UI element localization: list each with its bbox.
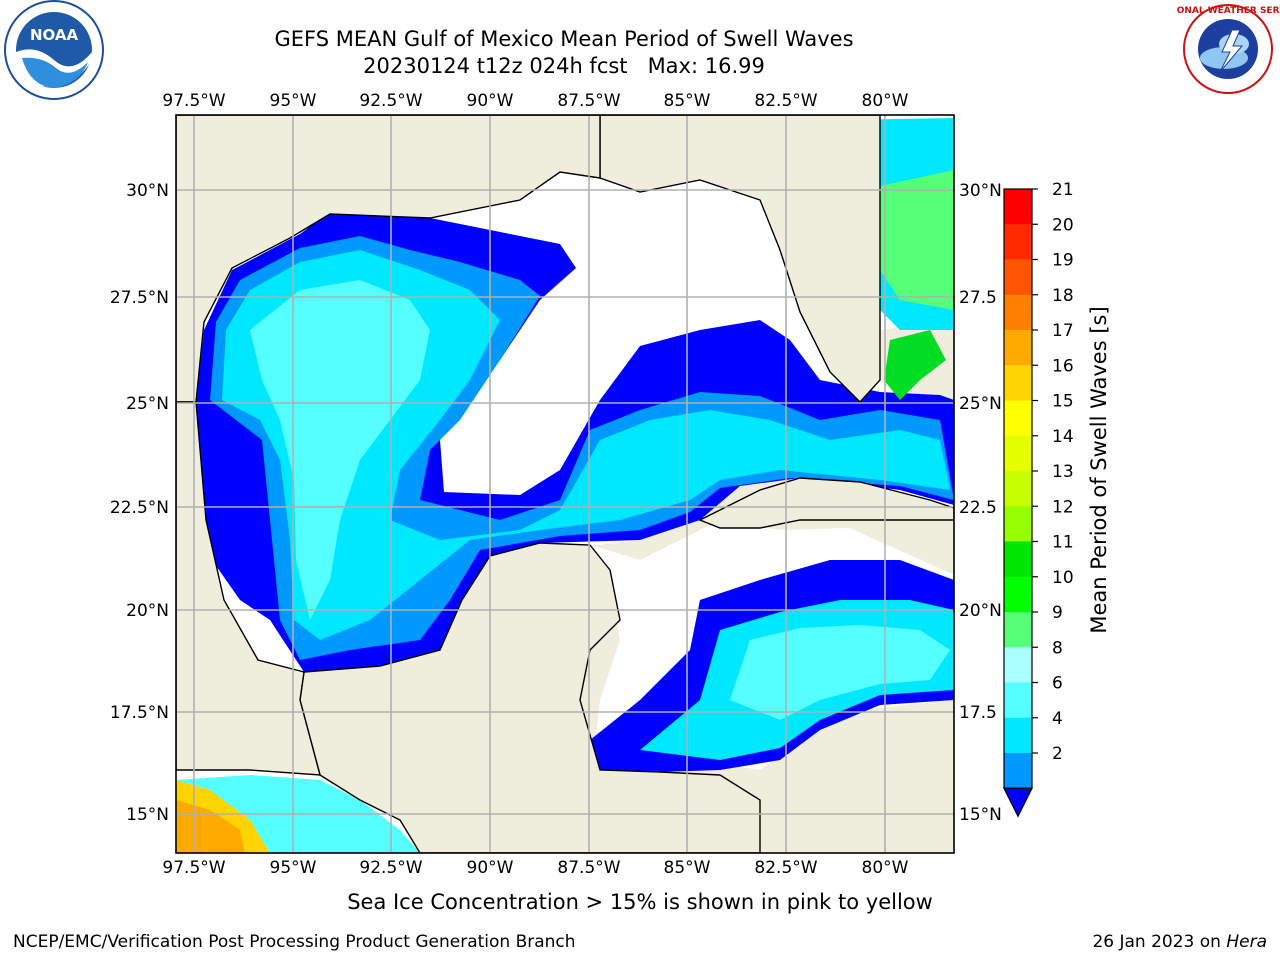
caribbean-band-8s <box>730 625 950 720</box>
lon-label: 92.5°W <box>359 91 422 111</box>
colorbar-tick-label: 16 <box>1052 356 1074 376</box>
colorbar-swatch <box>1004 189 1032 225</box>
colorbar-swatch <box>1004 647 1032 683</box>
lat-label: 27.5°N <box>110 288 169 308</box>
lon-label: 90°W <box>467 91 514 111</box>
lat-label: 20°N <box>126 601 169 621</box>
colorbar-tick-label: 13 <box>1052 462 1074 482</box>
lon-label: 97.5°W <box>162 91 225 111</box>
lat-labels-left: 30°N 27.5°N 25°N 22.5°N 20°N 17.5°N 15°N <box>110 181 169 825</box>
colorbar-tick-label: 11 <box>1052 533 1074 553</box>
noaa-logo: NOAA <box>4 0 104 100</box>
colorbar-swatch <box>1004 224 1032 260</box>
lon-label: 80°W <box>862 858 909 878</box>
colorbar-tick-label: 18 <box>1052 286 1074 306</box>
nws-logo: NATIONAL WEATHER SERVICE <box>1176 4 1280 94</box>
lon-label: 80°W <box>862 91 909 111</box>
colorbar-tick-label: 19 <box>1052 251 1074 271</box>
lon-label: 90°W <box>467 858 514 878</box>
florida-land <box>599 115 881 404</box>
colorbar-swatch <box>1004 753 1032 789</box>
nws-logo-text: NATIONAL WEATHER SERVICE <box>1176 6 1280 16</box>
lat-label: 25°N <box>959 394 1002 414</box>
colorbar-tick-label: 10 <box>1052 568 1074 588</box>
lat-label: 17.5 <box>959 703 997 723</box>
lon-label: 97.5°W <box>162 858 225 878</box>
chart-subtitle: 20230124 t12z 024h fcst Max: 16.99 <box>363 54 765 78</box>
lat-label: 20°N <box>959 601 1002 621</box>
colorbar-swatch <box>1004 259 1032 296</box>
lat-label: 15°N <box>126 805 169 825</box>
lat-label: 15°N <box>959 805 1002 825</box>
mexico-west-land <box>176 401 321 776</box>
lon-labels-top: 97.5°W 95°W 92.5°W 90°W 87.5°W 85°W 82.5… <box>162 91 908 111</box>
lon-label: 95°W <box>270 858 317 878</box>
colorbar-tick-label: 12 <box>1052 497 1074 517</box>
lat-label: 22.5 <box>959 498 997 518</box>
colorbar-tick-label: 21 <box>1052 180 1074 200</box>
colorbar-swatch <box>1004 717 1032 754</box>
lon-label: 82.5°W <box>754 91 817 111</box>
colorbar-tick-label: 8 <box>1052 638 1063 658</box>
swell-band-8s <box>250 280 430 620</box>
colorbar-tick-label: 2 <box>1052 744 1063 764</box>
bahamas-band-10s <box>884 330 946 400</box>
lon-label: 87.5°W <box>557 91 620 111</box>
colorbar-frame <box>1003 188 1033 789</box>
colorbar-extend-triangle <box>1003 787 1033 818</box>
credit-line: NCEP/EMC/Verification Post Processing Pr… <box>13 932 576 952</box>
date-stamp: 26 Jan 2023 on Hera <box>1092 932 1267 952</box>
colorbar-swatch <box>1004 682 1032 719</box>
stamp-machine: Hera <box>1226 932 1267 952</box>
map-plot-area <box>176 115 954 853</box>
colorbar-swatch <box>1004 400 1032 437</box>
colorbar-label: Mean Period of Swell Waves [s] <box>1087 306 1111 633</box>
lat-label: 30°N <box>959 181 1002 201</box>
lon-label: 95°W <box>270 91 317 111</box>
noaa-logo-text: NOAA <box>30 26 79 44</box>
colorbar-tick-label: 6 <box>1052 674 1063 694</box>
lon-label: 85°W <box>664 858 711 878</box>
lon-label: 85°W <box>664 91 711 111</box>
colorbar: 21 20 19 18 17 16 15 14 13 12 11 10 9 8 6 4 2 <box>1003 180 1074 818</box>
colorbar-swatch <box>1004 541 1032 578</box>
cuba-land <box>698 477 954 529</box>
sea-ice-note: Sea Ice Concentration > 15% is shown in … <box>347 890 933 914</box>
colorbar-tick-label: 20 <box>1052 215 1074 235</box>
colorbar-swatch <box>1004 365 1032 401</box>
lat-label: 27.5 <box>959 288 997 308</box>
lon-labels-bottom: 97.5°W 95°W 92.5°W 90°W 87.5°W 85°W 82.5… <box>162 858 908 878</box>
colorbar-swatch <box>1004 612 1032 648</box>
colorbar-swatch <box>1004 294 1032 331</box>
lat-label: 30°N <box>126 181 169 201</box>
colorbar-swatch <box>1004 471 1032 507</box>
colorbar-tick-label: 4 <box>1052 709 1063 729</box>
lat-label: 17.5°N <box>110 703 169 723</box>
colorbar-swatch <box>1004 435 1032 472</box>
stamp-date: 26 Jan 2023 on <box>1092 932 1221 952</box>
colorbar-tick-label: 9 <box>1052 603 1063 623</box>
colorbar-swatch <box>1004 506 1032 542</box>
lon-label: 92.5°W <box>359 858 422 878</box>
colorbar-swatch <box>1004 330 1032 366</box>
colorbar-tick-label: 17 <box>1052 321 1074 341</box>
mexico-central-america-land <box>299 542 761 853</box>
chart-title: GEFS MEAN Gulf of Mexico Mean Period of … <box>274 27 854 51</box>
lon-label: 87.5°W <box>557 858 620 878</box>
graticule <box>176 115 954 853</box>
colorbar-swatch <box>1004 576 1032 613</box>
lat-label: 25°N <box>126 394 169 414</box>
map-frame <box>175 114 955 854</box>
lat-label: 22.5°N <box>110 498 169 518</box>
lon-label: 82.5°W <box>754 858 817 878</box>
colorbar-tick-label: 15 <box>1052 392 1074 412</box>
colorbar-tick-label: 14 <box>1052 427 1074 447</box>
lat-labels-right: 30°N 27.5 25°N 22.5 20°N 17.5 15°N <box>959 181 1002 825</box>
